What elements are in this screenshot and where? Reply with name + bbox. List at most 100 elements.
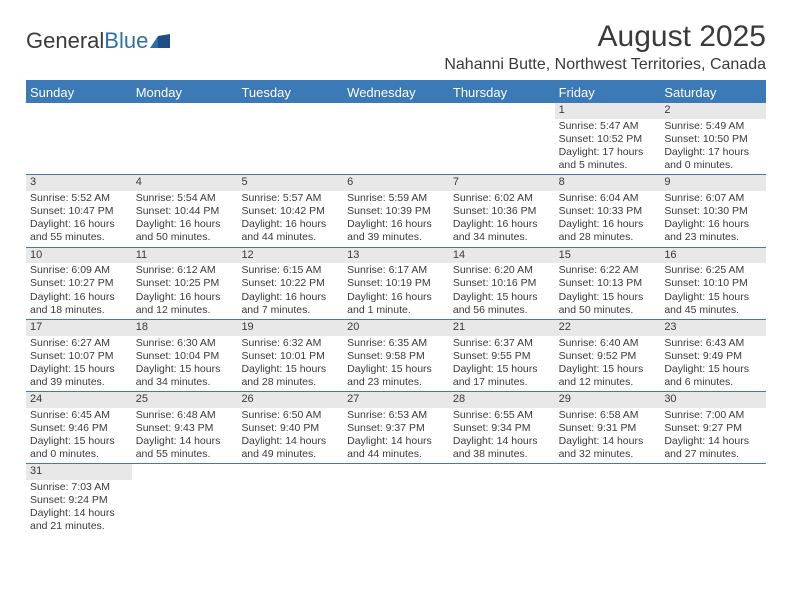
sunset-text: Sunset: 10:30 PM xyxy=(664,205,762,218)
sunrise-text: Sunrise: 6:02 AM xyxy=(453,192,551,205)
sunrise-text: Sunrise: 6:40 AM xyxy=(559,337,657,350)
daylight-text: Daylight: 16 hours and 34 minutes. xyxy=(453,218,551,244)
day-body: Sunrise: 6:40 AMSunset: 9:52 PMDaylight:… xyxy=(555,336,661,392)
dow-row: Sunday Monday Tuesday Wednesday Thursday… xyxy=(26,82,766,103)
sunrise-text: Sunrise: 7:00 AM xyxy=(664,409,762,422)
daylight-text: Daylight: 15 hours and 17 minutes. xyxy=(453,363,551,389)
sunrise-text: Sunrise: 6:30 AM xyxy=(136,337,234,350)
day-number: 16 xyxy=(660,248,766,264)
dow-tuesday: Tuesday xyxy=(237,82,343,103)
day-number: 11 xyxy=(132,248,238,264)
sunset-text: Sunset: 10:16 PM xyxy=(453,277,551,290)
day-number: 24 xyxy=(26,392,132,408)
daylight-text: Daylight: 14 hours and 55 minutes. xyxy=(136,435,234,461)
sunset-text: Sunset: 9:55 PM xyxy=(453,350,551,363)
sunset-text: Sunset: 10:13 PM xyxy=(559,277,657,290)
daylight-text: Daylight: 15 hours and 39 minutes. xyxy=(30,363,128,389)
month-title: August 2025 xyxy=(444,20,766,54)
day-body: Sunrise: 6:32 AMSunset: 10:01 PMDaylight… xyxy=(237,336,343,392)
day-cell: . xyxy=(132,464,238,535)
brand-mark-icon xyxy=(150,28,172,54)
day-cell: 3Sunrise: 5:52 AMSunset: 10:47 PMDayligh… xyxy=(26,175,132,246)
day-cell: 12Sunrise: 6:15 AMSunset: 10:22 PMDaylig… xyxy=(237,248,343,319)
day-number: 9 xyxy=(660,175,766,191)
sunset-text: Sunset: 10:44 PM xyxy=(136,205,234,218)
day-number: 20 xyxy=(343,320,449,336)
day-cell: 1Sunrise: 5:47 AMSunset: 10:52 PMDayligh… xyxy=(555,103,661,174)
day-cell: . xyxy=(660,464,766,535)
dow-friday: Friday xyxy=(555,82,661,103)
day-body: Sunrise: 5:49 AMSunset: 10:50 PMDaylight… xyxy=(660,119,766,175)
daylight-text: Daylight: 14 hours and 27 minutes. xyxy=(664,435,762,461)
day-body: Sunrise: 6:04 AMSunset: 10:33 PMDaylight… xyxy=(555,191,661,247)
daylight-text: Daylight: 17 hours and 0 minutes. xyxy=(664,146,762,172)
week-row: .....1Sunrise: 5:47 AMSunset: 10:52 PMDa… xyxy=(26,103,766,175)
day-number: 18 xyxy=(132,320,238,336)
day-body: Sunrise: 6:17 AMSunset: 10:19 PMDaylight… xyxy=(343,263,449,319)
day-cell: 10Sunrise: 6:09 AMSunset: 10:27 PMDaylig… xyxy=(26,248,132,319)
sunrise-text: Sunrise: 5:59 AM xyxy=(347,192,445,205)
day-cell: 21Sunrise: 6:37 AMSunset: 9:55 PMDayligh… xyxy=(449,320,555,391)
day-body: Sunrise: 7:03 AMSunset: 9:24 PMDaylight:… xyxy=(26,480,132,536)
day-cell: . xyxy=(449,464,555,535)
day-cell: 5Sunrise: 5:57 AMSunset: 10:42 PMDayligh… xyxy=(237,175,343,246)
day-number: 12 xyxy=(237,248,343,264)
sunrise-text: Sunrise: 6:17 AM xyxy=(347,264,445,277)
sunset-text: Sunset: 9:49 PM xyxy=(664,350,762,363)
sunset-text: Sunset: 10:22 PM xyxy=(241,277,339,290)
dow-saturday: Saturday xyxy=(660,82,766,103)
daylight-text: Daylight: 15 hours and 6 minutes. xyxy=(664,363,762,389)
sunrise-text: Sunrise: 6:43 AM xyxy=(664,337,762,350)
week-row: 10Sunrise: 6:09 AMSunset: 10:27 PMDaylig… xyxy=(26,248,766,320)
daylight-text: Daylight: 17 hours and 5 minutes. xyxy=(559,146,657,172)
day-body: Sunrise: 6:45 AMSunset: 9:46 PMDaylight:… xyxy=(26,408,132,464)
week-row: 3Sunrise: 5:52 AMSunset: 10:47 PMDayligh… xyxy=(26,175,766,247)
day-body: Sunrise: 6:43 AMSunset: 9:49 PMDaylight:… xyxy=(660,336,766,392)
sunrise-text: Sunrise: 6:09 AM xyxy=(30,264,128,277)
sunset-text: Sunset: 9:46 PM xyxy=(30,422,128,435)
day-cell: 20Sunrise: 6:35 AMSunset: 9:58 PMDayligh… xyxy=(343,320,449,391)
day-number: 3 xyxy=(26,175,132,191)
daylight-text: Daylight: 14 hours and 21 minutes. xyxy=(30,507,128,533)
daylight-text: Daylight: 15 hours and 45 minutes. xyxy=(664,291,762,317)
header: GeneralBlue August 2025 Nahanni Butte, N… xyxy=(26,20,766,74)
day-cell: 9Sunrise: 6:07 AMSunset: 10:30 PMDayligh… xyxy=(660,175,766,246)
daylight-text: Daylight: 16 hours and 50 minutes. xyxy=(136,218,234,244)
daylight-text: Daylight: 15 hours and 12 minutes. xyxy=(559,363,657,389)
sunrise-text: Sunrise: 6:48 AM xyxy=(136,409,234,422)
day-body: Sunrise: 6:58 AMSunset: 9:31 PMDaylight:… xyxy=(555,408,661,464)
day-cell: 2Sunrise: 5:49 AMSunset: 10:50 PMDayligh… xyxy=(660,103,766,174)
sunset-text: Sunset: 10:04 PM xyxy=(136,350,234,363)
day-body: Sunrise: 7:00 AMSunset: 9:27 PMDaylight:… xyxy=(660,408,766,464)
sunset-text: Sunset: 9:27 PM xyxy=(664,422,762,435)
day-body: Sunrise: 6:07 AMSunset: 10:30 PMDaylight… xyxy=(660,191,766,247)
daylight-text: Daylight: 14 hours and 32 minutes. xyxy=(559,435,657,461)
sunrise-text: Sunrise: 6:04 AM xyxy=(559,192,657,205)
sunrise-text: Sunrise: 6:53 AM xyxy=(347,409,445,422)
daylight-text: Daylight: 15 hours and 34 minutes. xyxy=(136,363,234,389)
daylight-text: Daylight: 16 hours and 55 minutes. xyxy=(30,218,128,244)
dow-wednesday: Wednesday xyxy=(343,82,449,103)
sunset-text: Sunset: 10:10 PM xyxy=(664,277,762,290)
day-cell: 22Sunrise: 6:40 AMSunset: 9:52 PMDayligh… xyxy=(555,320,661,391)
day-body: Sunrise: 6:48 AMSunset: 9:43 PMDaylight:… xyxy=(132,408,238,464)
day-body: Sunrise: 6:09 AMSunset: 10:27 PMDaylight… xyxy=(26,263,132,319)
day-number: 1 xyxy=(555,103,661,119)
sunrise-text: Sunrise: 5:49 AM xyxy=(664,120,762,133)
daylight-text: Daylight: 14 hours and 44 minutes. xyxy=(347,435,445,461)
location: Nahanni Butte, Northwest Territories, Ca… xyxy=(444,56,766,74)
day-body: Sunrise: 6:27 AMSunset: 10:07 PMDaylight… xyxy=(26,336,132,392)
sunrise-text: Sunrise: 5:54 AM xyxy=(136,192,234,205)
sunset-text: Sunset: 9:34 PM xyxy=(453,422,551,435)
day-body: Sunrise: 6:50 AMSunset: 9:40 PMDaylight:… xyxy=(237,408,343,464)
sunset-text: Sunset: 10:33 PM xyxy=(559,205,657,218)
sunrise-text: Sunrise: 6:07 AM xyxy=(664,192,762,205)
sunset-text: Sunset: 10:52 PM xyxy=(559,133,657,146)
day-body: Sunrise: 5:59 AMSunset: 10:39 PMDaylight… xyxy=(343,191,449,247)
day-body: Sunrise: 5:54 AMSunset: 10:44 PMDaylight… xyxy=(132,191,238,247)
dow-monday: Monday xyxy=(132,82,238,103)
sunset-text: Sunset: 10:25 PM xyxy=(136,277,234,290)
title-block: August 2025 Nahanni Butte, Northwest Ter… xyxy=(444,20,766,74)
daylight-text: Daylight: 16 hours and 1 minute. xyxy=(347,291,445,317)
daylight-text: Daylight: 15 hours and 56 minutes. xyxy=(453,291,551,317)
